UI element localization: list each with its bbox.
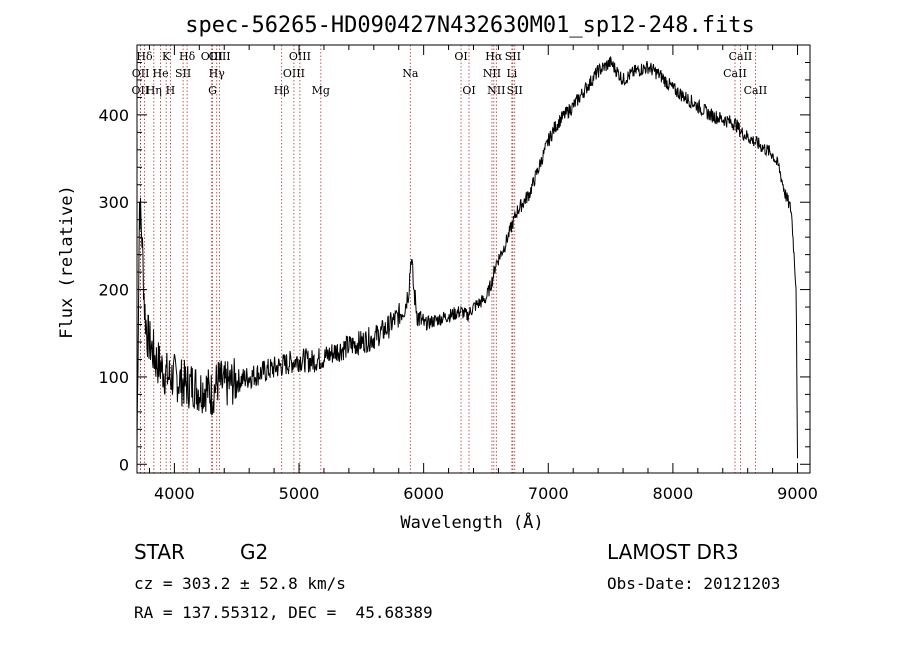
line-label-23: SII: [505, 50, 521, 63]
spectrum-line: [136, 56, 798, 459]
spectral-line-markers: [139, 45, 756, 473]
x-axis-label: Wavelength (Å): [400, 511, 543, 533]
x-tick-label-0: 4000: [154, 484, 195, 503]
x-tick-label-3: 7000: [528, 484, 569, 503]
line-label-10: Hγ: [209, 67, 226, 80]
line-label-28: CaII: [744, 84, 768, 97]
line-label-0: OII: [132, 84, 150, 97]
line-label-11: G: [208, 84, 217, 97]
line-label-6: H: [166, 84, 176, 97]
survey-name: LAMOST DR3: [607, 540, 739, 564]
line-label-3: Hη: [146, 84, 162, 97]
line-label-24: Li: [506, 67, 517, 80]
line-label-18: OI: [454, 50, 467, 63]
y-tick-label-4: 400: [98, 106, 129, 125]
x-tick-label-2: 6000: [403, 484, 444, 503]
line-label-1: OII: [132, 67, 150, 80]
line-label-5: K: [162, 50, 171, 63]
line-label-14: OIII: [283, 67, 305, 80]
chart-title: spec-56265-HD090427N432630M01_sp12-248.f…: [185, 13, 755, 38]
y-tick-label-2: 200: [98, 281, 129, 300]
line-label-8: Hδ: [179, 50, 196, 63]
x-tick-label-4: 8000: [653, 484, 694, 503]
coordinates: RA = 137.55312, DEC = 45.68389: [134, 603, 433, 622]
line-label-22: NII: [487, 84, 505, 97]
line-label-19: OI: [462, 84, 475, 97]
plot-frame: [136, 44, 811, 474]
line-label-7: SII: [175, 67, 191, 80]
line-label-16: Mg: [312, 84, 330, 97]
line-label-26: CaII: [723, 67, 747, 80]
subclass: G2: [240, 540, 269, 564]
y-tick-label-1: 100: [98, 368, 129, 387]
x-tick-label-1: 5000: [279, 484, 320, 503]
redshift-cz: cz = 303.2 ± 52.8 km/s: [134, 574, 346, 593]
line-label-9: OIII: [201, 50, 223, 63]
y-tick-label-0: 0: [119, 455, 129, 474]
line-label-20: NII: [483, 67, 501, 80]
object-type: STAR: [134, 540, 185, 564]
y-axis-label: Flux (relative): [57, 185, 77, 339]
y-axis: 0 100 200 300 400: [98, 61, 810, 474]
line-label-17: Na: [402, 67, 419, 80]
line-label-2: Hδ: [136, 50, 153, 63]
y-tick-label-3: 300: [98, 193, 129, 212]
line-label-4: He: [153, 67, 169, 80]
line-label-12: OIII: [209, 50, 231, 63]
x-tick-label-5: 9000: [777, 484, 818, 503]
line-label-21: Hα: [485, 50, 503, 63]
line-label-13: Hβ: [274, 84, 290, 97]
x-axis: 4000 5000 6000 7000 8000 9000: [148, 45, 818, 503]
line-label-27: CaII: [729, 50, 753, 63]
obs-date: Obs-Date: 20121203: [607, 574, 781, 593]
line-label-15: OIII: [289, 50, 311, 63]
line-label-25: SII: [507, 84, 523, 97]
